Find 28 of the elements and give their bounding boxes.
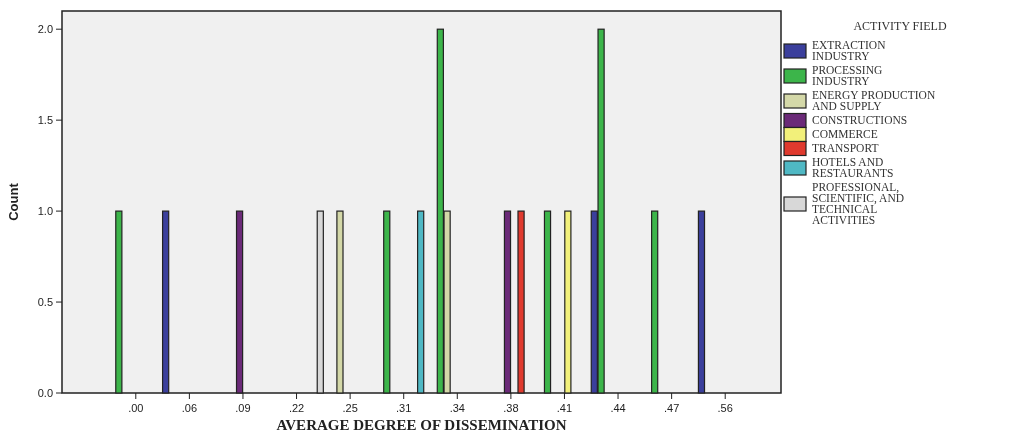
x-tick-label: .06 [181,402,198,414]
x-tick-label: .09 [235,402,251,414]
legend-label: CONSTRUCTIONS [812,114,908,126]
legend-label: PROCESSING INDUSTRY [812,64,883,87]
x-tick-label: .44 [610,402,626,414]
x-tick-label: .56 [717,402,733,414]
legend-label: PROFESSIONAL, SCIENTIFIC, AND TECHNICAL ACTIVITIES [812,181,905,226]
x-tick-label: .22 [288,402,305,414]
y-tick-label: 1.0 [37,205,53,218]
legend-label: EXTRACTION INDUSTRY [812,39,887,62]
x-tick-label: .00 [128,402,144,414]
y-axis-title: Count [6,182,21,221]
x-axis-title: AVERAGE DEGREE OF DISSEMINATION [276,417,567,433]
x-tick-label: .31 [396,402,412,414]
y-tick-label: 0.5 [37,296,53,309]
x-tick-label: .38 [503,402,519,414]
legend-label: TRANSPORT [812,142,879,154]
x-tick-label: .34 [449,402,465,414]
x-tick-label: .25 [342,402,358,414]
legend-title: ACTIVITY FIELD [853,19,947,33]
legend-label: COMMERCE [812,128,878,140]
x-tick-label: .47 [663,402,680,414]
y-tick-label: 1.5 [37,114,53,127]
legend-label: HOTELS AND RESTAURANTS [812,156,894,179]
y-tick-label: 0.0 [37,387,53,399]
x-tick-label: .41 [556,402,573,414]
legend-label: ENERGY PRODUCTION AND SUPPLY [812,89,936,112]
y-tick-label: 2.0 [37,23,53,36]
